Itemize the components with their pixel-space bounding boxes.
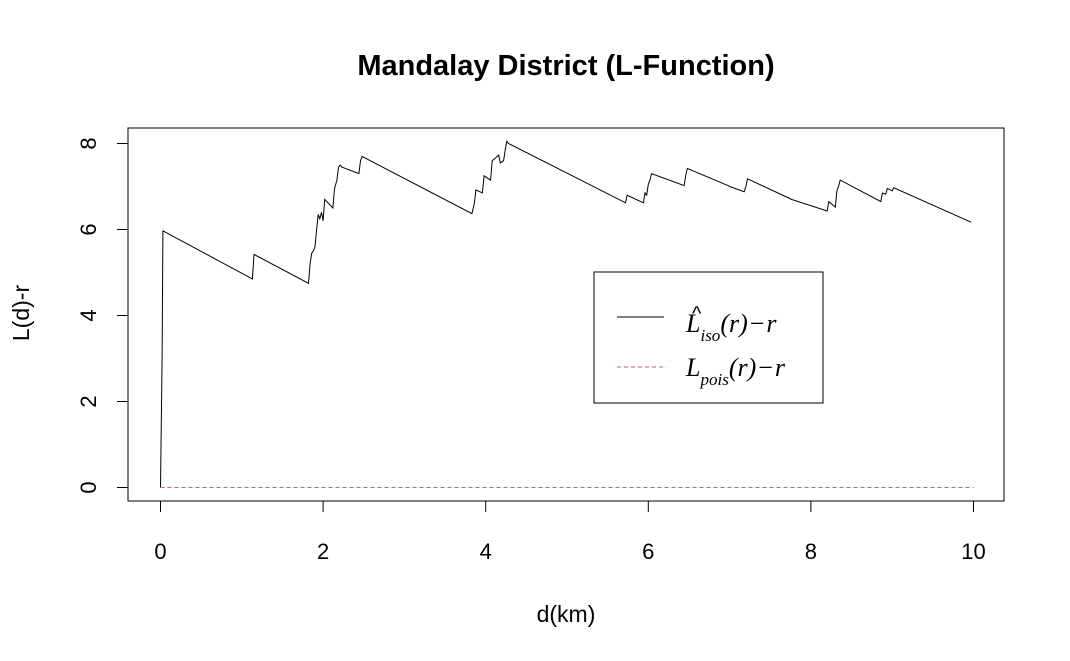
legend-label-iso: Liso(r)−r (685, 309, 777, 345)
x-axis: 0 2 4 6 8 10 (154, 500, 986, 564)
chart-title: Mandalay District (L-Function) (357, 50, 774, 82)
y-tick-label: 6 (76, 223, 101, 235)
y-axis-label: L(d)-r (8, 285, 34, 342)
series-line-iso (160, 140, 972, 488)
x-tick-label: 8 (805, 539, 817, 564)
y-tick-label: 0 (76, 481, 101, 493)
y-tick-label: 2 (76, 395, 101, 407)
legend-label-pois: Lpois(r)−r (685, 353, 786, 389)
x-tick-label: 4 (480, 539, 492, 564)
legend: Liso(r)−r ^ Lpois(r)−r (593, 271, 824, 404)
series-layer (160, 140, 974, 488)
y-axis: 0 2 4 6 8 (76, 137, 129, 494)
legend-hat-iso: ^ (692, 303, 702, 325)
x-tick-label: 10 (961, 539, 985, 564)
x-tick-label: 0 (154, 539, 166, 564)
x-axis-label: d(km) (537, 601, 596, 627)
legend-box (593, 271, 824, 404)
plot-area-box (127, 127, 1005, 502)
x-tick-label: 2 (317, 539, 329, 564)
x-tick-label: 6 (642, 539, 654, 564)
y-tick-label: 4 (76, 309, 101, 321)
y-tick-label: 8 (76, 137, 101, 149)
